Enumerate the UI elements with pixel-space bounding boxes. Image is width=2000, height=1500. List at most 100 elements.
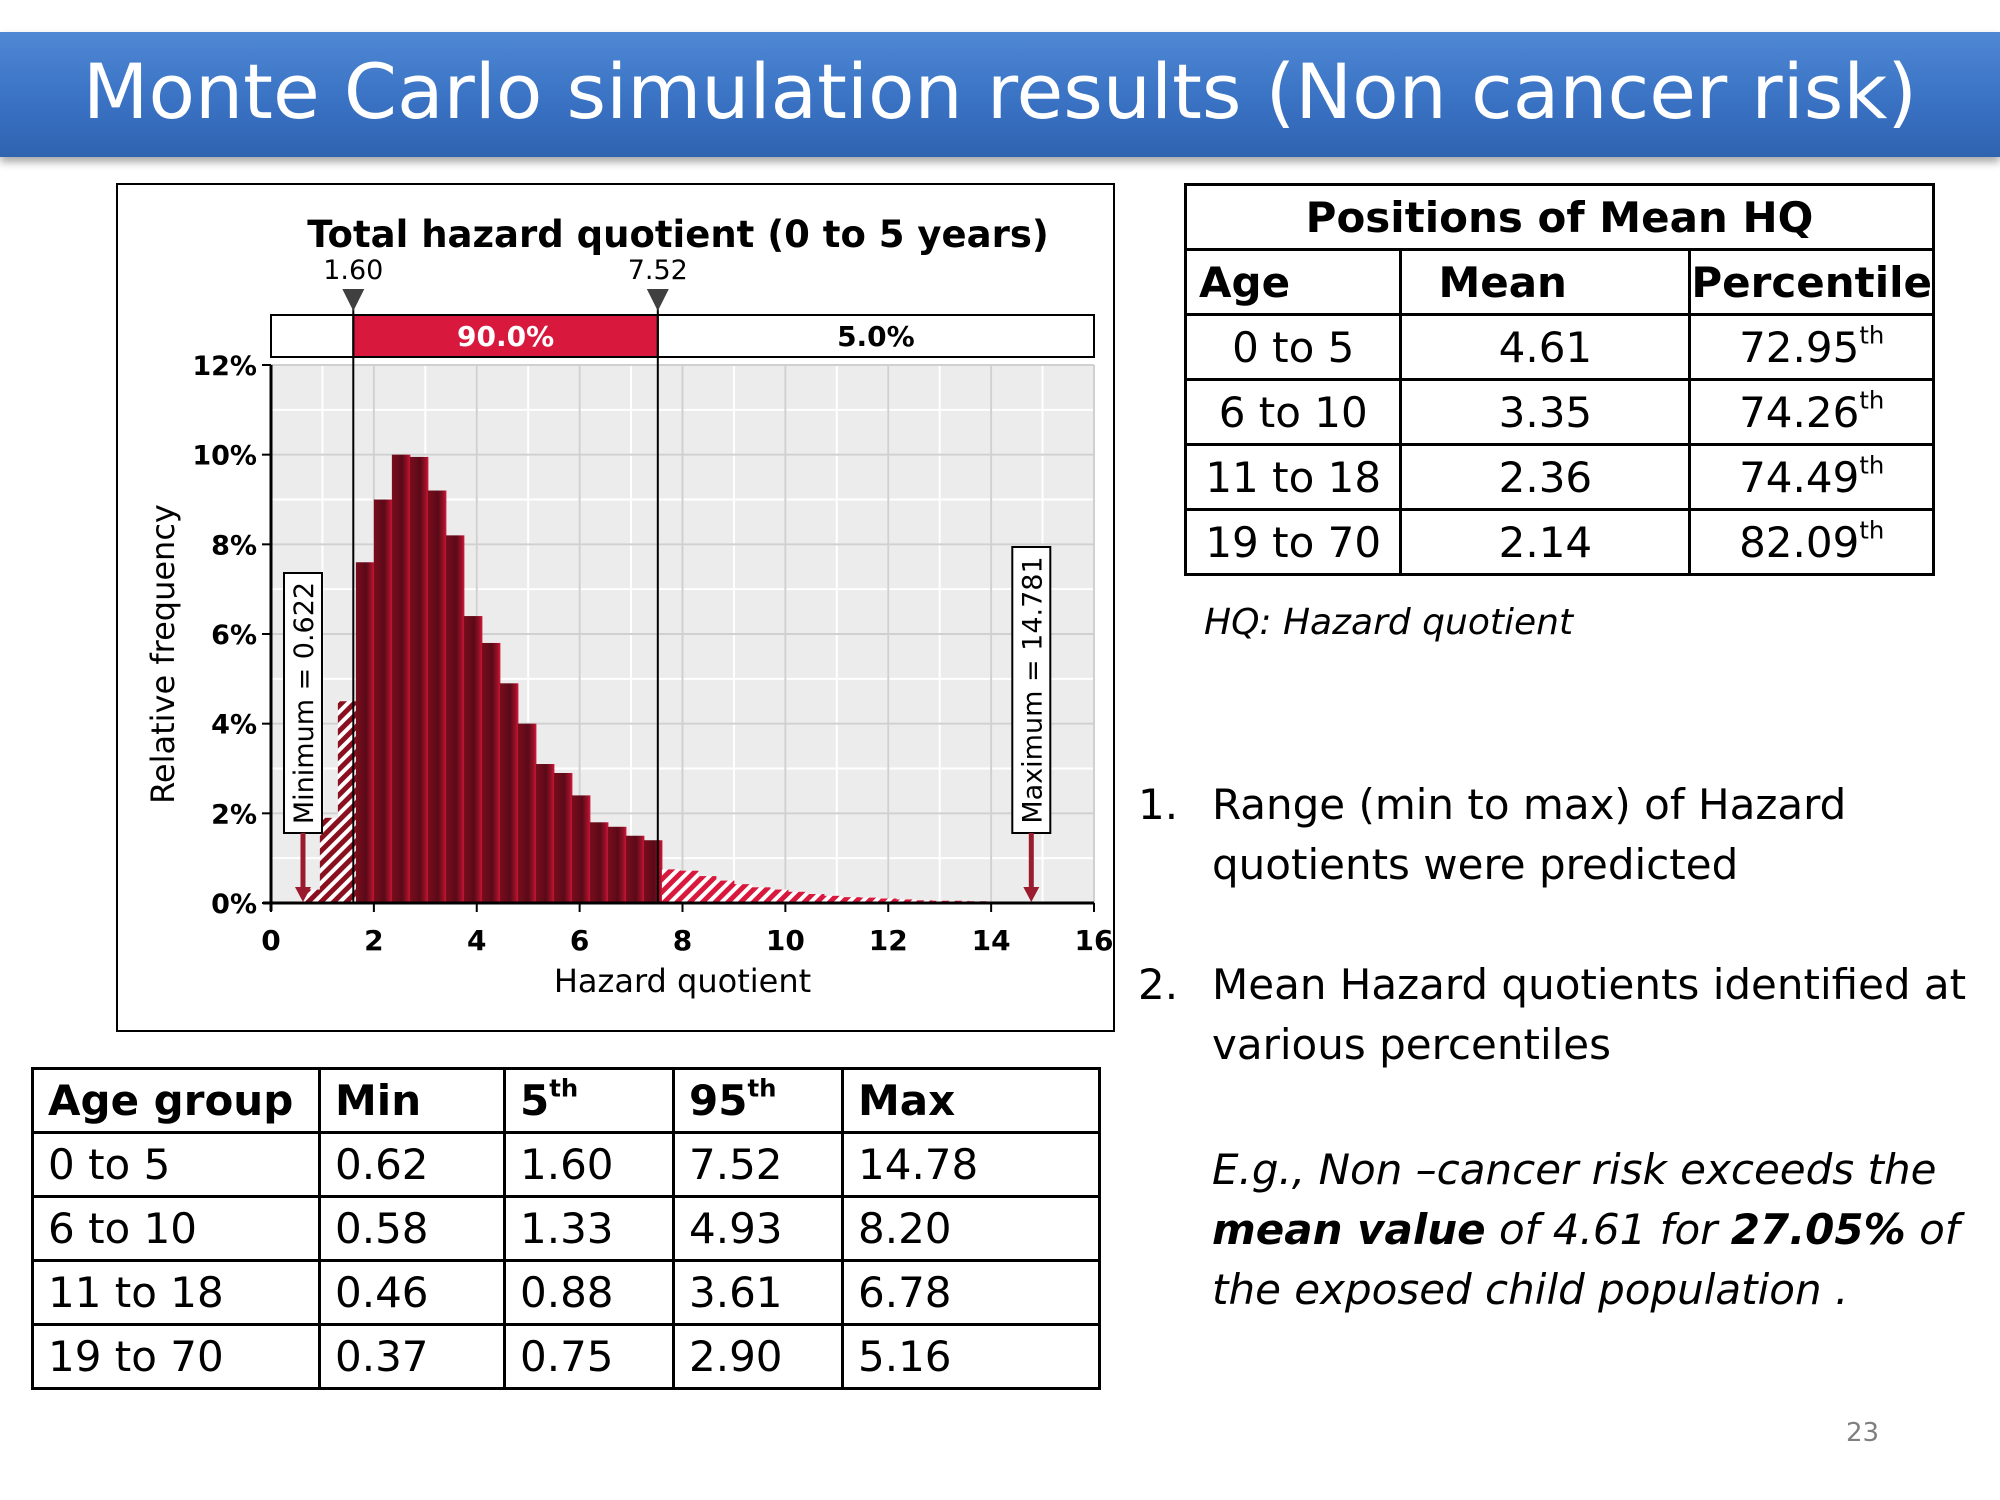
histogram-bar <box>553 772 573 903</box>
x-tick-label: 16 <box>1075 924 1113 957</box>
hq-header-age: Age <box>1183 248 1403 316</box>
hq-cell-percentile: 74.49th <box>1688 443 1935 511</box>
band-label-right: 5.0% <box>837 320 915 353</box>
histogram-bar <box>355 562 375 903</box>
histogram-bar <box>643 840 663 903</box>
hq-row: 19 to 70 2.14 82.09th <box>1183 508 1935 576</box>
delimiter-marker <box>342 289 365 311</box>
delimiter-label: 1.60 <box>323 255 383 286</box>
table-cell: 4.93 <box>672 1195 844 1262</box>
histogram-bar <box>481 642 501 903</box>
hq-cell-age: 19 to 70 <box>1183 508 1403 576</box>
histogram-bar <box>895 899 915 903</box>
hq-cell-percentile: 82.09th <box>1688 508 1935 576</box>
hq-cell-age: 6 to 10 <box>1183 378 1403 446</box>
maximum-marker-label: Maximum = 14.781 <box>1017 556 1048 823</box>
hq-row: 11 to 18 2.36 74.49th <box>1183 443 1935 511</box>
minimum-marker-label: Minimum = 0.622 <box>289 582 320 824</box>
histogram-bar <box>679 870 699 903</box>
x-tick-label: 0 <box>261 924 280 957</box>
list-item-text: Mean Hazard quotients identified at vari… <box>1212 960 1967 1069</box>
list-item: 2. Mean Hazard quotients identified at v… <box>1130 955 1980 1075</box>
stats-header-max: Max <box>841 1067 1101 1134</box>
histogram-bar <box>859 897 879 903</box>
table-row: 19 to 70 0.37 0.75 2.90 5.16 <box>31 1323 1101 1390</box>
histogram-bar <box>769 889 789 903</box>
histogram-bar <box>319 817 339 903</box>
minimum-marker-arrow-head <box>294 887 311 902</box>
list-item: 1. Range (min to max) of Hazard quotient… <box>1130 775 1980 895</box>
hq-abbreviation-note: HQ: Hazard quotient <box>1204 602 1574 643</box>
y-tick-label: 4% <box>211 710 257 741</box>
chart-svg: 0 2 4 6 8 10 12 14 16 0% 2% 4% 6% 8% 10% 12% 90.0% 5.0% 1.… <box>144 213 1113 1000</box>
histogram-bar <box>751 887 771 903</box>
hq-cell-percentile: 72.95th <box>1688 313 1935 381</box>
histogram-bar <box>427 490 447 903</box>
delimiter-label: 7.52 <box>628 255 688 286</box>
stats-header-5th: 5th <box>503 1067 675 1134</box>
example-text: E.g., Non –cancer risk exceeds the mean … <box>1212 1145 1960 1314</box>
hq-cell-mean: 2.14 <box>1399 508 1692 576</box>
y-tick-label: 0% <box>211 889 257 920</box>
histogram-bar <box>625 835 645 903</box>
y-axis-label: Relative frequency <box>144 504 182 804</box>
table-cell: 6.78 <box>841 1259 1101 1326</box>
table-cell: 6 to 10 <box>31 1195 321 1262</box>
histogram-bar <box>571 795 591 903</box>
hq-cell-mean: 4.61 <box>1399 313 1692 381</box>
table-cell: 0 to 5 <box>31 1131 321 1198</box>
delimiter-marker <box>646 289 669 311</box>
histogram-bar <box>445 535 465 903</box>
list-item-number: 1. <box>1138 780 1179 829</box>
chart-title: Total hazard quotient (0 to 5 years) <box>307 213 1049 256</box>
table-row: 0 to 5 0.62 1.60 7.52 14.78 <box>31 1131 1101 1198</box>
stats-header-row: Age group Min 5th 95th Max <box>31 1067 1101 1134</box>
histogram-chart: 0 2 4 6 8 10 12 14 16 0% 2% 4% 6% 8% 10% 12% 90.0% 5.0% 1.… <box>116 183 1115 1032</box>
histogram-bar <box>535 764 555 903</box>
y-tick-label: 2% <box>211 799 257 830</box>
x-axis-label: Hazard quotient <box>554 962 811 1000</box>
histogram-bar <box>715 880 735 903</box>
table-cell: 19 to 70 <box>31 1323 321 1390</box>
table-row: 11 to 18 0.46 0.88 3.61 6.78 <box>31 1259 1101 1326</box>
histogram-bar <box>409 456 429 903</box>
maximum-marker-arrow-head <box>1023 887 1040 902</box>
table-cell: 0.75 <box>503 1323 675 1390</box>
hq-header-percentile: Percentile <box>1688 248 1935 316</box>
hq-header-mean: Mean <box>1399 248 1692 316</box>
histogram-bar <box>823 895 843 903</box>
hq-cell-age: 11 to 18 <box>1183 443 1403 511</box>
minimum-marker-box <box>282 572 323 834</box>
table-cell: 8.20 <box>841 1195 1101 1262</box>
histogram-bar <box>589 822 609 903</box>
hq-cell-percentile: 74.26th <box>1688 378 1935 446</box>
band-90-percent <box>352 314 659 358</box>
x-tick-label: 8 <box>673 924 692 957</box>
y-tick-label: 8% <box>211 530 257 561</box>
x-tick-label: 6 <box>570 924 589 957</box>
stats-header-min: Min <box>318 1067 506 1134</box>
histogram-bar <box>787 891 807 903</box>
y-tick-label: 12% <box>192 351 257 382</box>
key-points-list: 1. Range (min to max) of Hazard quotient… <box>1130 775 1980 1135</box>
hq-row: 0 to 5 4.61 72.95th <box>1183 313 1935 381</box>
table-cell: 1.33 <box>503 1195 675 1262</box>
hq-cell-mean: 2.36 <box>1399 443 1692 511</box>
histogram-bar <box>841 897 861 903</box>
mean-hq-table-title: Positions of Mean HQ <box>1184 183 1935 251</box>
stats-header-95th: 95th <box>672 1067 844 1134</box>
x-tick-label: 4 <box>467 924 486 957</box>
histogram-bar <box>337 701 357 903</box>
table-cell: 0.37 <box>318 1323 506 1390</box>
histogram-bar <box>697 876 717 903</box>
table-cell: 5.16 <box>841 1323 1101 1390</box>
table-cell: 0.62 <box>318 1131 506 1198</box>
table-cell: 14.78 <box>841 1131 1101 1198</box>
histogram-bar <box>391 454 411 903</box>
table-cell: 0.88 <box>503 1259 675 1326</box>
histogram-bar <box>805 894 825 903</box>
table-cell: 2.90 <box>672 1323 844 1390</box>
title-bar: Monte Carlo simulation results (Non canc… <box>0 32 2000 157</box>
page-number: 23 <box>1846 1418 1880 1448</box>
table-cell: 7.52 <box>672 1131 844 1198</box>
